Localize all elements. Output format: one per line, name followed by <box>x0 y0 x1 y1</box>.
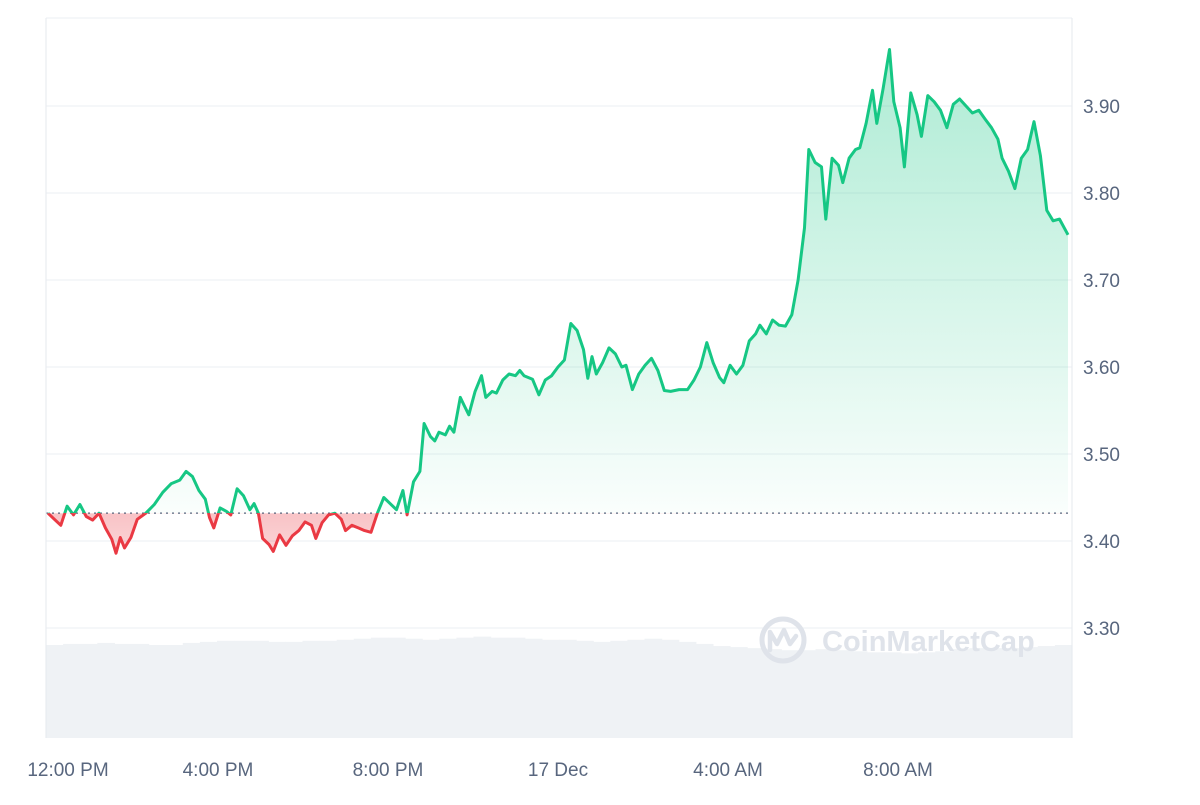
volume-bar <box>336 639 355 738</box>
volume-bar <box>678 641 697 738</box>
volume-bar <box>815 649 834 738</box>
y-tick-label: 3.60 <box>1083 358 1120 379</box>
volume-bar <box>165 644 184 738</box>
volume-bar <box>849 651 868 738</box>
volume-bar <box>353 638 372 738</box>
x-tick-label: 17 Dec <box>528 760 588 781</box>
volume-bar <box>1054 644 1073 738</box>
volume-bar <box>883 652 902 738</box>
watermark-text: CoinMarketCap <box>822 626 1035 658</box>
volume-bar <box>935 651 953 738</box>
price-area <box>48 49 1068 554</box>
y-tick-label: 3.80 <box>1083 184 1120 205</box>
volume-bar <box>114 643 133 738</box>
y-tick-label: 3.90 <box>1083 97 1120 118</box>
volume-bar <box>182 642 201 738</box>
volume-bar <box>217 640 235 738</box>
x-axis: 12:00 PM 4:00 PM 8:00 PM 17 Dec 4:00 AM 8:00 … <box>27 760 933 781</box>
volume-bars <box>46 636 1073 738</box>
coinmarketcap-logo-icon <box>759 616 807 664</box>
volume-bar <box>832 650 851 738</box>
volume-bar <box>268 641 286 738</box>
volume-bar <box>730 647 748 738</box>
volume-bar <box>593 641 611 738</box>
volume-bar <box>559 639 577 738</box>
volume-bar <box>901 653 919 738</box>
volume-bar <box>80 643 98 738</box>
volume-bar <box>234 640 252 738</box>
volume-bar <box>251 640 269 738</box>
volume-bar <box>46 644 64 738</box>
volume-bar <box>456 637 475 738</box>
volume-bar <box>63 643 81 738</box>
volume-bar <box>388 637 406 738</box>
volume-bar <box>97 642 115 738</box>
volume-bar <box>627 639 646 738</box>
volume-bar <box>285 641 304 738</box>
volume-bar <box>610 640 628 738</box>
volume-bar <box>1037 646 1056 738</box>
volume-bar <box>781 650 799 738</box>
volume-bar <box>798 650 817 738</box>
y-tick-label: 3.70 <box>1083 271 1120 292</box>
y-tick-label: 3.30 <box>1083 619 1120 640</box>
volume-bar <box>524 638 543 738</box>
price-line <box>46 48 1070 555</box>
volume-bar <box>199 641 218 738</box>
volume-bar <box>473 636 492 738</box>
x-tick-label: 8:00 AM <box>863 760 933 781</box>
volume-bar <box>576 640 594 738</box>
volume-bar <box>370 637 389 738</box>
volume-bar <box>644 638 663 738</box>
volume-bar <box>131 643 150 738</box>
price-line-above-baseline <box>48 48 1070 514</box>
volume-bar <box>712 646 731 738</box>
volume-bar <box>695 643 714 738</box>
volume-bar <box>405 638 423 738</box>
volume-bar <box>319 640 338 738</box>
volume-bar <box>490 637 509 738</box>
volume-bar <box>422 639 440 738</box>
x-tick-label: 4:00 PM <box>183 760 254 781</box>
volume-bar <box>439 638 457 738</box>
volume-bar <box>969 648 988 738</box>
volume-bar <box>952 649 970 738</box>
volume-bar <box>148 644 167 738</box>
volume-bar <box>764 649 782 738</box>
x-tick-label: 4:00 AM <box>693 760 763 781</box>
watermark: CoinMarketCap <box>759 616 1035 664</box>
volume-bar <box>661 639 680 738</box>
volume-bar <box>747 648 765 738</box>
volume-bar <box>986 648 1005 738</box>
volume-bar <box>866 652 885 738</box>
volume-bar <box>1020 647 1039 738</box>
y-tick-label: 3.40 <box>1083 532 1120 553</box>
volume-bar <box>541 639 560 738</box>
volume-bar <box>918 652 936 738</box>
volume-bar <box>302 640 321 738</box>
y-tick-label: 3.50 <box>1083 445 1120 466</box>
y-axis: 3.30 3.40 3.50 3.60 3.70 3.80 3.90 <box>1083 97 1120 640</box>
area-fill-above-baseline <box>64 49 1068 514</box>
volume-bar <box>507 637 526 738</box>
x-tick-label: 8:00 PM <box>353 760 424 781</box>
x-tick-label: 12:00 PM <box>27 760 108 781</box>
volume-bar <box>1003 648 1022 738</box>
